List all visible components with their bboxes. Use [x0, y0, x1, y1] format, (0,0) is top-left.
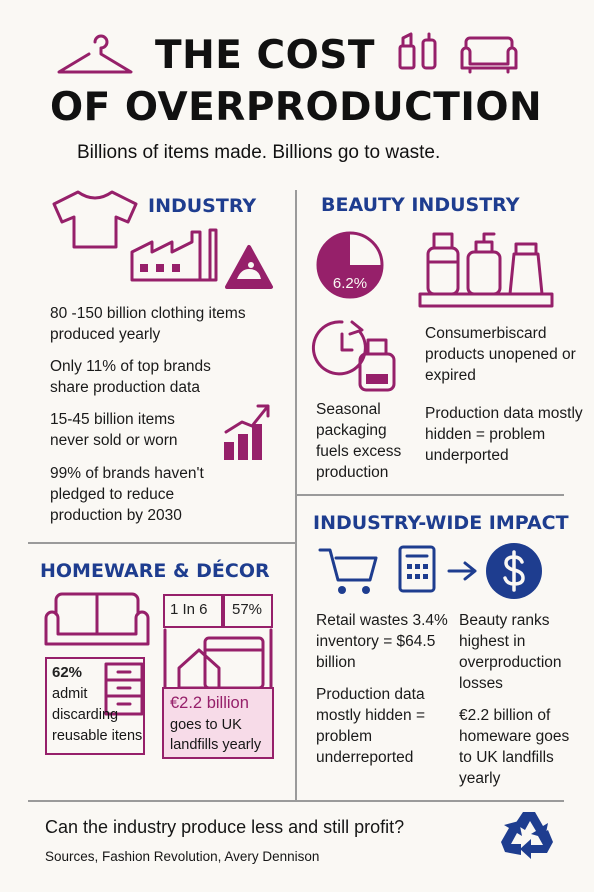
lipstick-icon — [398, 32, 437, 70]
page-title-line2: OF OVERPRODUCTION — [50, 85, 543, 130]
perfume-bottle-icon — [358, 338, 396, 392]
homeware-heading: HOMEWARE & DÉCOR — [40, 560, 270, 582]
horizontal-divider-left — [28, 542, 296, 544]
impact-beauty-rank: Beauty ranks highest in overproduction l… — [459, 612, 562, 692]
industry-fact-2: Only 11% of top brands share production … — [50, 358, 211, 396]
arrow-right-icon — [447, 561, 477, 581]
cart-icon — [318, 548, 378, 594]
sofa-icon — [460, 36, 518, 74]
homeware-stat-57-card — [223, 594, 273, 628]
tshirt-icon — [52, 190, 138, 249]
industry-fact-4: 99% of brands haven't pledged to reduce … — [50, 465, 204, 524]
sofa-icon — [44, 592, 150, 646]
industry-fact-1: 80 -150 billion clothing items produced … — [50, 305, 246, 343]
homeware-stat-1in6: 1 In 6 — [170, 601, 208, 618]
footer-divider — [28, 800, 564, 802]
clock-icon — [311, 320, 367, 376]
beauty-fact-discard: Consumerbiscard products unopened or exp… — [425, 325, 576, 384]
recycle-icon — [501, 812, 553, 859]
landfill-text: goes to UK landfills yearly — [170, 717, 262, 753]
industry-fact-3: 15-45 billion items never sold or worn — [50, 411, 178, 449]
homeware-stat-62: 62% — [52, 664, 83, 681]
page-title-line1: THE COST — [155, 33, 375, 78]
hanger-icon — [57, 34, 133, 74]
dollar-icon — [486, 543, 542, 599]
beauty-heading: BEAUTY INDUSTRY — [321, 194, 520, 216]
page-subtitle: Billions of items made. Billions go to w… — [77, 142, 441, 163]
drawer-icon — [104, 662, 144, 716]
homeware-stat-62-text: admit discarding reusable itens — [52, 686, 143, 744]
factory-icon — [130, 228, 218, 282]
pie-slice — [318, 233, 382, 297]
waste-pile-icon — [225, 245, 273, 289]
impact-hidden: Production data mostly hidden = problem … — [316, 686, 425, 766]
beauty-fact-seasonal: Seasonal packaging fuels excess producti… — [316, 401, 402, 481]
pie-label: 6.2% — [333, 275, 367, 292]
vertical-divider — [295, 190, 297, 800]
homeware-stat-57: 57% — [232, 601, 263, 618]
house-icon — [163, 628, 273, 692]
landfill-card — [162, 687, 274, 759]
impact-heading: INDUSTRY-WIDE IMPACT — [313, 512, 569, 534]
homeware-stat-1in6-card — [163, 594, 223, 628]
beauty-fact-hidden: Production data mostly hidden = problem … — [425, 405, 583, 464]
impact-homeware: €2.2 billion of homeware goes to UK land… — [459, 707, 570, 787]
footer-question: Can the industry produce less and still … — [45, 817, 405, 837]
footer-sources: Sources, Fashion Revolution, Avery Denni… — [45, 849, 320, 864]
receipt-icon — [398, 545, 436, 593]
cosmetics-shelf-icon — [418, 232, 554, 308]
horizontal-divider-right — [296, 494, 564, 496]
industry-heading: INDUSTRY — [148, 195, 257, 217]
impact-retail: Retail wastes 3.4% inventory = $64.5 bil… — [316, 612, 448, 671]
growth-chart-icon — [224, 404, 270, 460]
beauty-pie-chart: 6.2% — [316, 231, 384, 299]
landfill-amount: €2.2 billion — [170, 694, 249, 712]
